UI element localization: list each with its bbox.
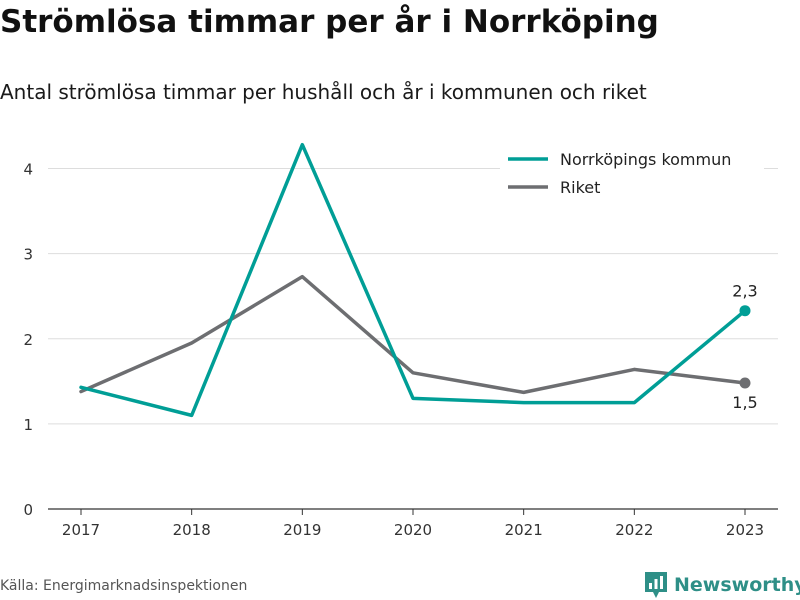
chart-subtitle: Antal strömlösa timmar per hushåll och å…: [0, 80, 647, 104]
series-line-riket: [79, 274, 747, 395]
newsworthy-logo-icon: [645, 572, 667, 598]
x-tick-label: 2022: [615, 521, 653, 539]
end-point-riket: [739, 377, 751, 389]
source-note: Källa: Energimarknadsinspektionen: [0, 578, 248, 594]
legend-label-riket: Riket: [560, 178, 600, 197]
brand-name: Newsworthy: [674, 574, 800, 596]
end-point-norrkoping: [739, 305, 751, 317]
y-tick-label: 4: [23, 161, 33, 179]
end-label-riket: 1,5: [732, 393, 757, 412]
y-tick-label: 0: [23, 501, 33, 519]
y-tick-label: 3: [23, 246, 33, 264]
line-chart: 0 1 2 3 4 2017 2018 2019 2020 2021 2022 2023 2,3 1,5 N…: [23, 142, 778, 539]
x-tick-label: 2018: [173, 521, 211, 539]
series-line-norrkoping: [79, 142, 747, 418]
x-tick-label: 2020: [394, 521, 432, 539]
x-tick-label: 2021: [505, 521, 543, 539]
chart-title: Strömlösa timmar per år i Norrköping: [0, 4, 659, 40]
y-tick-label: 2: [23, 331, 33, 349]
x-tick-label: 2023: [726, 521, 764, 539]
end-label-norrkoping: 2,3: [732, 282, 757, 301]
x-tick-label: 2017: [62, 521, 100, 539]
legend-label-norrkoping: Norrköpings kommun: [560, 150, 731, 169]
y-tick-label: 1: [23, 416, 33, 434]
brand-logo: Newsworthy: [644, 570, 800, 600]
legend-background: [500, 146, 764, 204]
x-tick-label: 2019: [283, 521, 321, 539]
